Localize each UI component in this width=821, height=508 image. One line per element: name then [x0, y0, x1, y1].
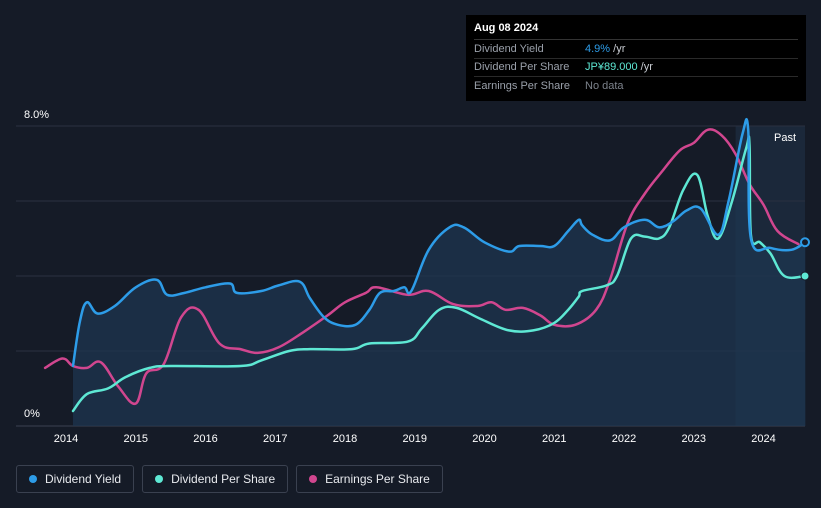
dividend-per-share-line — [71, 135, 807, 413]
x-tick-label: 2018 — [332, 433, 358, 445]
tooltip-row-dividend-yield: Dividend Yield 4.9% /yr — [474, 40, 798, 59]
legend-dot-icon — [309, 475, 318, 483]
x-tick-label: 2020 — [472, 433, 497, 445]
tooltip-unit: /yr — [637, 61, 653, 74]
x-tick-label: 2014 — [53, 433, 79, 445]
dividend-yield-line — [71, 117, 807, 368]
tooltip: Aug 08 2024 Dividend Yield 4.9% /yr Divi… — [466, 15, 806, 101]
x-tick-label: 2019 — [402, 433, 427, 445]
legend-label: Dividend Yield — [45, 472, 122, 486]
x-tick-label: 2021 — [542, 433, 567, 445]
y-tick-label-max: 8.0% — [24, 109, 50, 121]
tooltip-value: 4.9% — [585, 42, 611, 55]
dividend-yield-area — [72, 119, 806, 426]
tooltip-value: No data — [585, 79, 624, 92]
legend-label: Dividend Per Share — [171, 472, 276, 486]
y-tick-label-min: 0% — [24, 408, 40, 420]
x-tick-label: 2017 — [263, 433, 288, 445]
tooltip-date: Aug 08 2024 — [474, 22, 798, 40]
legend-dot-icon — [29, 475, 37, 483]
past-label: Past — [774, 132, 797, 144]
tooltip-unit: /yr — [610, 42, 626, 55]
legend-label: Earnings Per Share — [325, 472, 430, 486]
tooltip-value: JP¥89.000 — [585, 61, 638, 74]
dividend-per-share-end-marker — [800, 271, 810, 281]
tooltip-row-dividend-per-share: Dividend Per Share JP¥89.000 /yr — [474, 59, 798, 77]
legend-dot-icon — [155, 475, 164, 483]
tooltip-label: Dividend Per Share — [474, 61, 570, 74]
legend: Dividend Yield Dividend Per Share Earnin… — [16, 465, 443, 493]
tooltip-label: Earnings Per Share — [474, 79, 570, 92]
dividend-yield-end-marker — [800, 237, 810, 248]
legend-item-dividend-yield[interactable]: Dividend Yield — [16, 465, 135, 493]
legend-item-earnings-per-share[interactable]: Earnings Per Share — [296, 465, 443, 493]
x-tick-label: 2015 — [123, 433, 148, 445]
tooltip-label: Dividend Yield — [474, 42, 544, 55]
earnings-per-share-line — [43, 128, 800, 406]
x-tick-label: 2024 — [751, 433, 776, 445]
x-tick-label: 2016 — [193, 433, 218, 445]
tooltip-row-earnings-per-share: Earnings Per Share No data — [474, 77, 798, 95]
x-tick-label: 2022 — [611, 433, 637, 445]
legend-item-dividend-per-share[interactable]: Dividend Per Share — [142, 465, 289, 493]
x-tick-label: 2023 — [681, 433, 706, 445]
